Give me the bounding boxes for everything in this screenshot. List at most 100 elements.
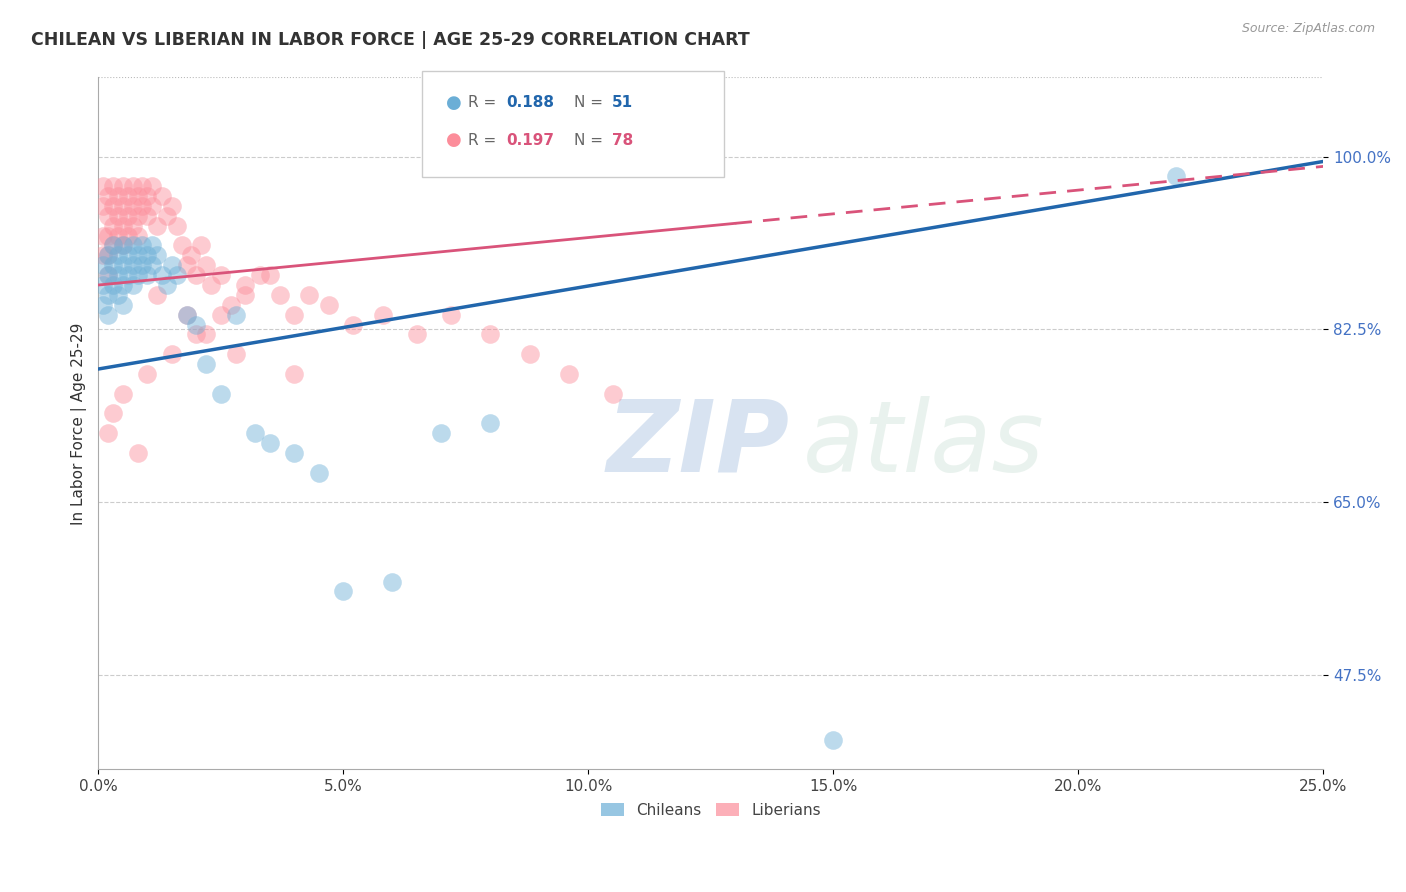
Point <box>318 298 340 312</box>
Point <box>111 179 134 194</box>
Point <box>136 248 159 262</box>
Point <box>107 248 129 262</box>
Point <box>308 466 330 480</box>
Point <box>111 238 134 252</box>
Point <box>269 288 291 302</box>
Point <box>101 258 124 272</box>
Point <box>101 238 124 252</box>
Point <box>283 367 305 381</box>
Point <box>557 367 579 381</box>
Point <box>298 288 321 302</box>
Point <box>440 308 463 322</box>
Point <box>107 209 129 223</box>
Point <box>127 209 149 223</box>
Point <box>131 238 153 252</box>
Point <box>259 436 281 450</box>
Point <box>180 248 202 262</box>
Point <box>1166 169 1188 184</box>
Point <box>127 228 149 243</box>
Point <box>121 179 143 194</box>
Point <box>209 308 232 322</box>
Point <box>176 308 198 322</box>
Point <box>111 298 134 312</box>
Point <box>136 189 159 203</box>
Point <box>190 238 212 252</box>
Point <box>249 268 271 282</box>
Text: 0.197: 0.197 <box>506 133 554 147</box>
Point <box>111 278 134 293</box>
Point <box>97 268 120 282</box>
Point <box>195 357 218 371</box>
Point <box>97 228 120 243</box>
Point <box>195 327 218 342</box>
Point <box>121 238 143 252</box>
Point <box>111 199 134 213</box>
Point <box>121 199 143 213</box>
Point <box>219 298 242 312</box>
Point <box>141 238 163 252</box>
Point <box>823 732 845 747</box>
Point <box>91 199 114 213</box>
Point <box>166 268 188 282</box>
Point <box>117 268 139 282</box>
Point <box>141 258 163 272</box>
Point <box>97 189 120 203</box>
Point <box>101 199 124 213</box>
Point <box>101 219 124 233</box>
Text: 0.188: 0.188 <box>506 95 554 110</box>
Point <box>233 278 256 293</box>
Point <box>160 199 183 213</box>
Point <box>156 209 179 223</box>
Point <box>91 278 114 293</box>
Text: Source: ZipAtlas.com: Source: ZipAtlas.com <box>1241 22 1375 36</box>
Text: N =: N = <box>574 95 607 110</box>
Point <box>136 268 159 282</box>
Point <box>131 199 153 213</box>
Point <box>186 268 208 282</box>
Point <box>225 347 247 361</box>
Point <box>160 258 183 272</box>
Point <box>176 258 198 272</box>
Point <box>97 248 120 262</box>
Point <box>121 278 143 293</box>
Point <box>160 347 183 361</box>
Point <box>127 268 149 282</box>
Point <box>519 347 541 361</box>
Point <box>233 288 256 302</box>
Legend: Chileans, Liberians: Chileans, Liberians <box>595 797 827 824</box>
Point <box>150 189 173 203</box>
Text: CHILEAN VS LIBERIAN IN LABOR FORCE | AGE 25-29 CORRELATION CHART: CHILEAN VS LIBERIAN IN LABOR FORCE | AGE… <box>31 31 749 49</box>
Point <box>602 386 624 401</box>
Point <box>97 308 120 322</box>
Point <box>430 426 453 441</box>
Point <box>121 258 143 272</box>
Point <box>186 327 208 342</box>
Text: R =: R = <box>468 133 502 147</box>
Point <box>479 327 502 342</box>
Point <box>283 308 305 322</box>
Point <box>209 386 232 401</box>
Point <box>111 238 134 252</box>
Point <box>107 268 129 282</box>
Point <box>243 426 266 441</box>
Text: atlas: atlas <box>803 396 1045 492</box>
Point <box>91 179 114 194</box>
Point <box>107 228 129 243</box>
Point <box>170 238 193 252</box>
Text: ●: ● <box>446 94 461 112</box>
Point <box>405 327 427 342</box>
Point <box>97 248 120 262</box>
Point <box>136 209 159 223</box>
Point <box>136 367 159 381</box>
Point <box>117 209 139 223</box>
Point <box>91 258 114 272</box>
Point <box>91 248 114 262</box>
Point <box>209 268 232 282</box>
Point <box>127 248 149 262</box>
Point <box>332 584 354 599</box>
Text: 51: 51 <box>612 95 633 110</box>
Point <box>111 386 134 401</box>
Y-axis label: In Labor Force | Age 25-29: In Labor Force | Age 25-29 <box>72 322 87 524</box>
Point <box>97 426 120 441</box>
Point <box>479 417 502 431</box>
